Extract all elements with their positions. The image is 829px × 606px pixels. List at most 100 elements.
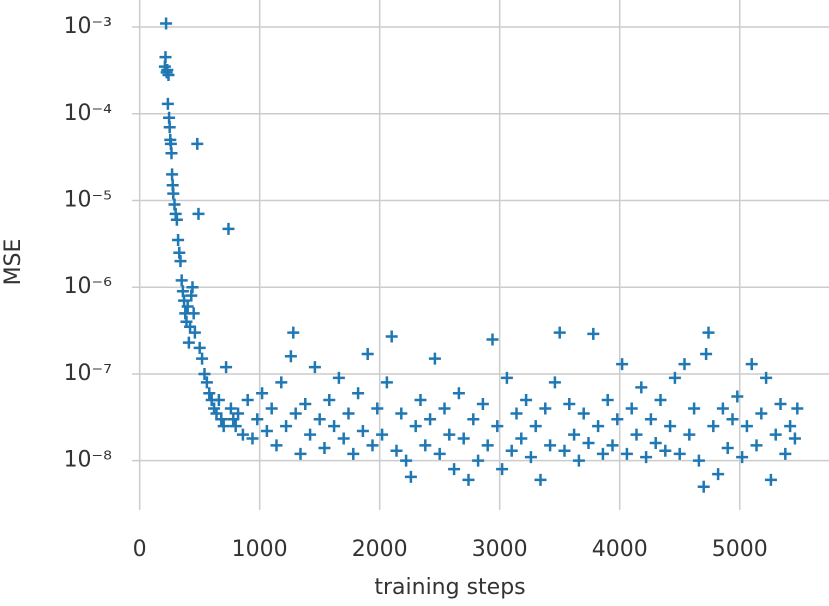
data-point [510,407,523,420]
data-point [457,432,470,445]
data-point [476,398,489,411]
y-tick-label: 10⁻⁶ [64,274,113,299]
data-point [337,432,350,445]
data-point [404,470,417,483]
data-point [592,420,605,433]
data-point [308,361,321,374]
data-point [390,444,403,457]
data-point [256,387,269,400]
data-point [577,407,590,420]
y-tick-label: 10⁻⁷ [64,361,112,386]
data-point [582,436,595,449]
data-point [187,307,200,320]
data-point [294,447,307,460]
data-point [186,281,199,294]
data-point [215,413,228,426]
data-point [553,326,566,339]
x-tick-label: 0 [133,537,147,562]
data-point [347,447,360,460]
data-point [649,436,662,449]
data-point [524,451,537,464]
data-point [299,398,312,411]
x-tick-label: 1000 [232,537,288,562]
data-point [163,121,176,134]
data-point [731,390,744,403]
data-point [400,454,413,467]
data-point [192,207,205,220]
data-point [635,381,648,394]
data-point [700,347,713,360]
data-point [640,451,653,464]
data-point [769,428,782,441]
data-point [716,402,729,415]
y-axis-label: MSE [1,239,26,286]
data-point [534,473,547,486]
data-point [779,447,792,460]
data-point [371,402,384,415]
data-point [596,447,609,460]
data-point [236,428,249,441]
y-tick-label: 10⁻³ [64,14,112,39]
data-point [491,420,504,433]
data-point [212,394,225,407]
data-point [198,367,211,380]
data-point [620,447,633,460]
data-point [443,428,456,441]
data-point [750,439,763,452]
data-point [668,371,681,384]
y-tick-label: 10⁻⁴ [64,101,113,126]
data-point [760,371,773,384]
data-point [452,387,465,400]
data-point [472,454,485,467]
data-point [191,137,204,150]
data-point [203,387,216,400]
x-tick-label: 5000 [712,537,768,562]
data-point [232,407,245,420]
data-point [788,432,801,445]
data-point [323,394,336,407]
data-point [462,473,475,486]
data-point [182,336,195,349]
data-point [745,358,758,371]
data-point [280,420,293,433]
data-point [740,420,753,433]
data-point [217,420,230,433]
data-point [361,347,374,360]
data-point [481,439,494,452]
data-point [170,213,183,226]
data-point [736,451,749,464]
data-point [284,350,297,363]
data-point [380,376,393,389]
data-point [222,222,235,235]
data-point [161,97,174,110]
data-point [486,333,499,346]
data-point [688,402,701,415]
data-point [515,432,528,445]
data-point [304,428,317,441]
data-point [166,168,179,181]
data-point [224,402,237,415]
data-point [572,454,585,467]
data-point [644,413,657,426]
data-point [241,394,254,407]
data-point [791,402,804,415]
data-point [328,420,341,433]
data-point [784,420,797,433]
data-point [332,371,345,384]
data-point [265,402,278,415]
data-point [616,358,629,371]
data-point [568,428,581,441]
data-point [539,402,552,415]
data-point [683,428,696,441]
data-point [246,432,259,445]
data-point [162,68,175,81]
data-point [160,17,173,30]
data-point [419,439,432,452]
data-point [611,413,624,426]
data-point [448,463,461,476]
data-point [721,442,734,455]
data-point [601,394,614,407]
data-point [755,407,768,420]
